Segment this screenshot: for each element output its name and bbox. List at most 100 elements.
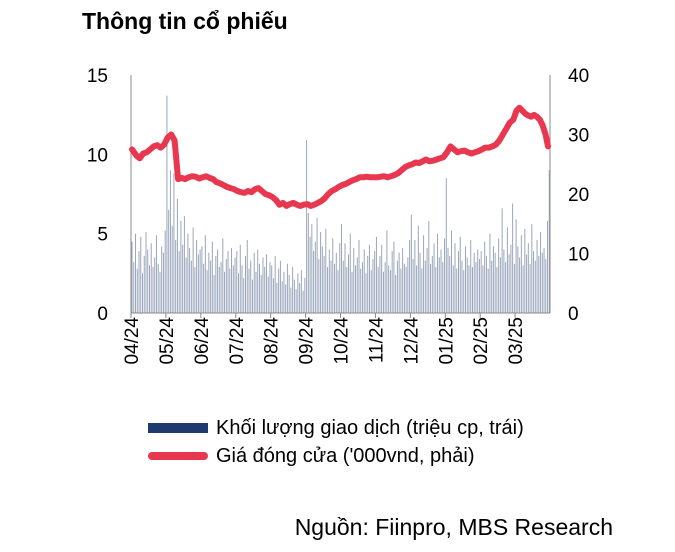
volume-bar [208,252,210,313]
volume-bar [227,251,229,313]
volume-bar [203,263,205,313]
x-tick-label: 09/24 [297,317,318,365]
volume-bar [250,260,252,313]
y-right-tick-label: 20 [568,185,589,206]
volume-bar [473,252,475,313]
volume-bar [506,227,508,313]
volume-bar [150,243,152,313]
volume-bar [316,217,318,313]
volume-bar [524,228,526,313]
volume-bar [204,235,206,313]
volume-bar [503,249,505,313]
volume-bar [140,236,142,313]
volume-bar [143,255,145,313]
volume-bar [217,249,219,313]
volume-bar [438,257,440,313]
volume-bar [533,251,535,313]
volume-bar [224,271,226,313]
volume-bar [409,240,411,313]
volume-bar [520,235,522,313]
volume-bar [382,271,384,313]
volume-bar [152,266,154,313]
volume-bar [543,247,545,313]
volume-bar [513,263,515,313]
volume-bar [192,227,194,313]
volume-bar [206,270,208,313]
volume-bar [300,270,302,313]
volume-bar [487,268,489,313]
x-tick-label: 01/25 [436,317,457,365]
volume-bar [437,233,439,313]
volume-bar [349,233,351,313]
volume-bar [431,255,433,313]
volume-bar [363,249,365,313]
volume-bar [169,170,171,313]
volume-bar [485,255,487,313]
volume-bar [281,281,283,313]
volume-bar [466,257,468,313]
volume-bar [320,232,322,313]
volume-bar [138,251,140,313]
volume-bar [381,244,383,313]
volume-bar [194,266,196,313]
volume-bar [519,257,521,313]
volume-bar [283,271,285,313]
volume-bar [274,255,276,313]
volume-bar [245,255,247,313]
volume-bar [147,249,149,313]
volume-bar [239,244,241,313]
volume-bar [189,247,191,313]
volume-bar [328,249,330,313]
volume-bar [447,247,449,313]
volume-bar [182,244,184,313]
volume-bar [440,249,442,313]
volume-bar [155,235,157,313]
volume-bar [271,265,273,313]
source-note: Nguồn: Fiinpro, MBS Research [294,514,613,540]
x-tick-label: 10/24 [332,317,353,365]
volume-bar [545,259,547,313]
volume-bar [529,263,531,313]
volume-bar [159,271,161,313]
volume-bar [175,240,177,313]
x-tick-label: 08/24 [262,317,283,365]
volume-bar [480,251,482,313]
x-tick-label: 04/24 [122,317,143,365]
volume-bar [325,228,327,313]
y-right-tick-label: 40 [568,66,589,87]
volume-bar [243,278,245,313]
volume-bar [414,240,416,313]
volume-bar [337,270,339,313]
y-left-tick-label: 0 [97,304,108,325]
volume-bar [222,238,224,313]
volume-bar [241,265,243,313]
price-line [129,104,551,209]
volume-bar [335,252,337,313]
volume-bar [384,262,386,313]
volume-bar [377,266,379,313]
volume-bar [341,224,343,313]
volume-bar [162,252,164,313]
legend: Khối lượng giao dịch (triệu cp, trái) Gi… [148,414,524,470]
volume-bar [468,265,470,313]
volume-bar [442,262,444,313]
volume-bar [367,255,369,313]
volume-bar [199,249,201,313]
volume-bar [218,266,220,313]
x-tick-label: 02/25 [471,317,492,365]
volume-bar [454,243,456,313]
volume-bar [548,170,550,313]
volume-bar [505,262,507,313]
volume-bar [445,178,447,313]
volume-bar [531,224,533,313]
volume-bar [419,252,421,313]
volume-bar [145,232,147,313]
volume-bar [471,266,473,313]
volume-bar [136,268,138,313]
y-left-tick-label: 5 [97,225,108,246]
volume-bar [459,236,461,313]
volume-bar [463,270,465,313]
volume-bar [508,254,510,313]
volume-bar [269,262,271,313]
y-right-tick-label: 30 [568,126,589,147]
